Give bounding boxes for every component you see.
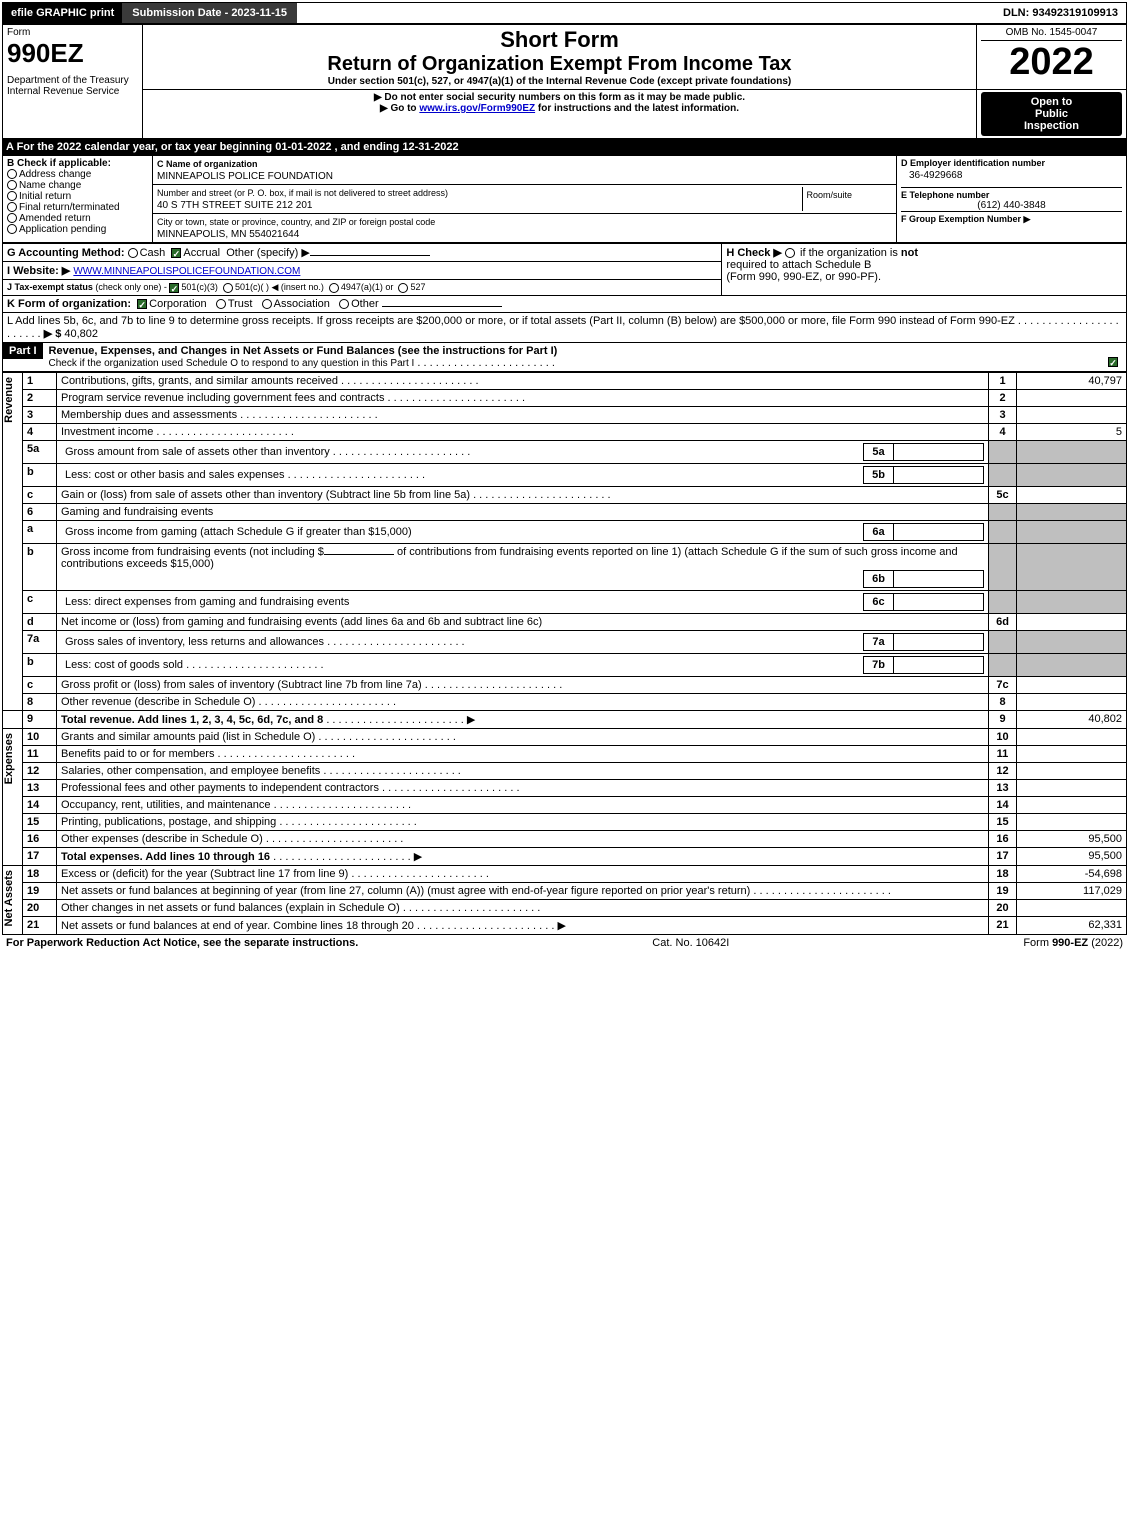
form-header: Form 990EZ Department of the Treasury In… [2, 24, 1127, 139]
section-netassets: Net Assets [3, 866, 15, 930]
section-revenue: Revenue [3, 373, 15, 427]
k-other[interactable] [339, 299, 349, 309]
H-label: H Check ▶ [726, 247, 785, 259]
form-number: 990EZ [7, 38, 138, 69]
street-label: Number and street (or P. O. box, if mail… [157, 188, 448, 198]
chk-address-change[interactable] [7, 169, 17, 179]
dept-irs: Internal Revenue Service [7, 86, 138, 97]
tax-year: 2022 [981, 41, 1122, 84]
goto-link[interactable]: www.irs.gov/Form990EZ [419, 103, 535, 114]
submission-date: Submission Date - 2023-11-15 [122, 3, 297, 23]
partI-sub: Check if the organization used Schedule … [49, 358, 415, 369]
D-value: 36-4929668 [901, 168, 1122, 187]
website-link[interactable]: WWW.MINNEAPOLISPOLICEFOUNDATION.COM [73, 266, 300, 277]
k-corporation[interactable]: ✓ [137, 299, 147, 309]
line-A: A For the 2022 calendar year, or tax yea… [2, 139, 1127, 155]
line4-value: 5 [1017, 424, 1127, 441]
B-label: B Check if applicable: [7, 158, 148, 169]
j-501c3[interactable]: ✓ [169, 283, 179, 293]
room-label: Room/suite [807, 190, 853, 200]
chk-application-pending[interactable] [7, 224, 17, 234]
efile-print-label[interactable]: efile GRAPHIC print [3, 3, 122, 23]
title-return: Return of Organization Exempt From Incom… [147, 53, 972, 76]
E-label: E Telephone number [901, 187, 1122, 200]
chk-initial-return[interactable] [7, 191, 17, 201]
top-bar: efile GRAPHIC print Submission Date - 20… [2, 2, 1127, 24]
goto-pre: ▶ Go to [380, 103, 419, 114]
open-to-public-badge: Open to Public Inspection [981, 92, 1122, 136]
line17-value: 95,500 [1017, 848, 1127, 866]
D-label: D Employer identification number [901, 158, 1122, 168]
g-accrual[interactable]: ✓ [171, 248, 181, 258]
section-expenses: Expenses [3, 729, 15, 788]
line-L: L Add lines 5b, 6c, and 7b to line 9 to … [2, 313, 1127, 343]
6b-contrib-input[interactable] [324, 554, 394, 555]
dept-treasury: Department of the Treasury [7, 75, 138, 86]
k-association[interactable] [262, 299, 272, 309]
org-info-block: B Check if applicable: Address change Na… [2, 155, 1127, 243]
city-value: MINNEAPOLIS, MN 554021644 [157, 229, 299, 240]
partI-schedO-check[interactable]: ✓ [1108, 357, 1118, 367]
I-label: I Website: ▶ [7, 265, 70, 277]
line-K: K Form of organization: ✓Corporation Tru… [2, 296, 1127, 313]
line2-value [1017, 390, 1127, 407]
street-value: 40 S 7TH STREET SUITE 212 201 [157, 200, 312, 211]
chk-name-change[interactable] [7, 180, 17, 190]
G-label: G Accounting Method: [7, 247, 125, 259]
line3-value [1017, 407, 1127, 424]
j-4947[interactable] [329, 283, 339, 293]
j-527[interactable] [398, 283, 408, 293]
page-footer: For Paperwork Reduction Act Notice, see … [2, 935, 1127, 951]
line18-value: -54,698 [1017, 866, 1127, 883]
g-other-input[interactable] [310, 255, 430, 256]
omb-number: OMB No. 1545-0047 [981, 27, 1122, 41]
partI-title: Revenue, Expenses, and Changes in Net As… [49, 345, 558, 357]
F-label: F Group Exemption Number ▶ [901, 211, 1122, 225]
footer-right: Form 990-EZ (2022) [1023, 937, 1123, 949]
j-501c[interactable] [223, 283, 233, 293]
line9-value: 40,802 [1017, 711, 1127, 729]
J-label: J Tax-exempt status [7, 282, 95, 292]
partI-badge: Part I [3, 343, 43, 359]
form-word: Form [7, 27, 138, 38]
title-short-form: Short Form [147, 27, 972, 53]
E-value: (612) 440-3848 [901, 200, 1122, 211]
footer-mid: Cat. No. 10642I [652, 937, 729, 949]
g-cash[interactable] [128, 248, 138, 258]
line19-value: 117,029 [1017, 883, 1127, 900]
footer-left: For Paperwork Reduction Act Notice, see … [6, 937, 358, 949]
C-label: C Name of organization [157, 159, 258, 169]
line21-value: 62,331 [1017, 917, 1127, 935]
subtitle: Under section 501(c), 527, or 4947(a)(1)… [147, 76, 972, 87]
H-checkbox[interactable] [785, 248, 795, 258]
L-value: 40,802 [64, 328, 98, 340]
partI-lines: Revenue 1Contributions, gifts, grants, a… [2, 372, 1127, 935]
k-other-input[interactable] [382, 306, 502, 307]
k-trust[interactable] [216, 299, 226, 309]
ssn-warning: ▶ Do not enter social security numbers o… [147, 92, 972, 103]
goto-post: for instructions and the latest informat… [535, 103, 739, 114]
line1-value: 40,797 [1017, 373, 1127, 390]
chk-final-return[interactable] [7, 202, 17, 212]
org-name: MINNEAPOLIS POLICE FOUNDATION [157, 171, 333, 182]
line16-value: 95,500 [1017, 831, 1127, 848]
city-label: City or town, state or province, country… [157, 217, 435, 227]
dln-label: DLN: 93492319109913 [995, 3, 1126, 23]
chk-amended-return[interactable] [7, 213, 17, 223]
